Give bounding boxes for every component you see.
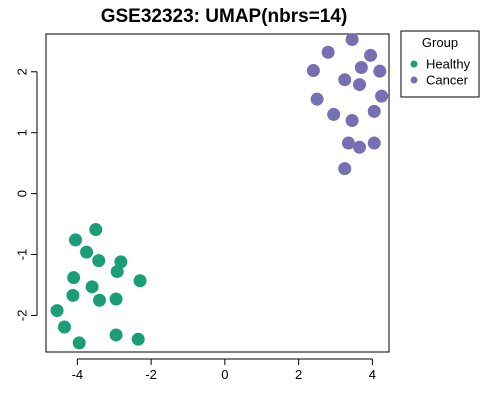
point-cancer <box>352 78 366 92</box>
point-healthy <box>67 271 81 285</box>
point-cancer <box>321 45 335 59</box>
point-cancer <box>345 32 359 46</box>
point-healthy <box>57 320 71 334</box>
point-healthy <box>89 223 103 237</box>
point-cancer <box>375 89 389 103</box>
point-cancer <box>367 136 381 150</box>
point-cancer <box>306 64 320 78</box>
point-healthy <box>66 288 80 302</box>
x-tick-label: 0 <box>221 367 228 382</box>
point-healthy <box>85 280 99 294</box>
x-tick-label: 4 <box>369 367 376 382</box>
point-cancer <box>338 162 352 176</box>
point-healthy <box>80 245 94 259</box>
point-healthy <box>114 255 128 269</box>
point-cancer <box>310 92 324 106</box>
point-cancer <box>354 61 368 75</box>
x-tick-label: -4 <box>72 367 84 382</box>
point-cancer <box>364 48 378 62</box>
point-healthy <box>110 265 124 279</box>
plot-frame <box>45 33 390 353</box>
point-cancer <box>338 73 352 87</box>
point-healthy <box>72 336 86 350</box>
point-cancer <box>367 104 381 118</box>
point-cancer <box>341 136 355 150</box>
legend-marker-healthy <box>410 60 418 68</box>
point-cancer <box>352 140 366 154</box>
legend-label-cancer: Cancer <box>426 73 469 88</box>
point-cancer <box>373 64 387 78</box>
point-healthy <box>50 304 64 318</box>
x-tick-label: 2 <box>295 367 302 382</box>
point-healthy <box>131 332 145 346</box>
y-tick-label: -1 <box>15 249 30 261</box>
point-cancer <box>345 114 359 128</box>
point-healthy <box>69 233 83 247</box>
y-tick-label: 1 <box>15 129 30 136</box>
x-tick-label: -2 <box>145 367 157 382</box>
y-tick-label: 2 <box>15 68 30 75</box>
legend-title: Group <box>422 35 458 50</box>
y-tick-label: -2 <box>15 310 30 322</box>
point-healthy <box>133 274 147 288</box>
point-healthy <box>109 328 123 342</box>
legend-label-healthy: Healthy <box>426 57 471 72</box>
chart-title: GSE32323: UMAP(nbrs=14) <box>101 6 348 27</box>
point-healthy <box>109 292 123 306</box>
point-healthy <box>92 293 106 307</box>
point-healthy <box>92 254 106 268</box>
point-cancer <box>327 107 341 121</box>
legend-marker-cancer <box>410 76 418 84</box>
y-tick-label: 0 <box>15 190 30 197</box>
